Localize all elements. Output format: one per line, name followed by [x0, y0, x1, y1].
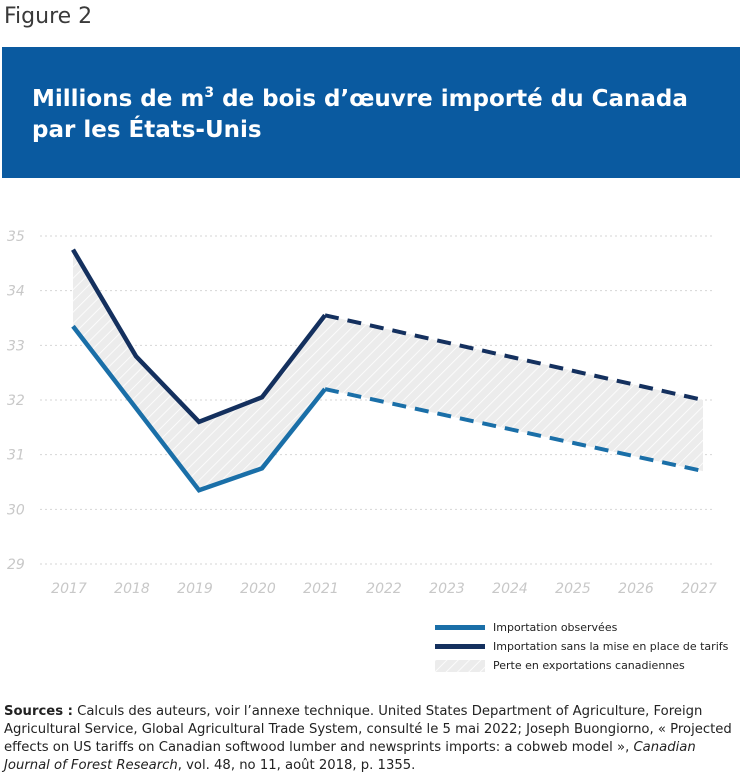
x-tick-label: 2025: [555, 581, 591, 597]
title-banner: Millions de m3 de bois d’œuvre importé d…: [2, 47, 740, 178]
y-tick-label: 34: [7, 284, 25, 300]
x-tick-label: 2019: [177, 581, 213, 597]
series-lines: [71, 248, 704, 493]
x-tick-label: 2023: [429, 581, 465, 597]
title-superscript: 3: [204, 85, 215, 101]
series-line-observed-0: [71, 324, 327, 493]
chart-title: Millions de m3 de bois d’œuvre importé d…: [32, 84, 712, 146]
x-tick-label: 2017: [51, 581, 87, 597]
title-line-2: par les États-Unis: [32, 117, 262, 143]
x-tick-label: 2020: [240, 581, 276, 597]
legend-label-no-tariff: Importation sans la mise en place de tar…: [493, 640, 729, 653]
loss-area: [73, 249, 703, 491]
x-tick-label: 2018: [114, 581, 150, 597]
y-tick-label: 33: [7, 338, 25, 354]
legend-swatch-loss: [435, 659, 485, 672]
legend: Importation observées Importation sans l…: [435, 618, 735, 675]
legend-swatch-no-tariff: [435, 644, 485, 649]
legend-item-observed: Importation observées: [435, 618, 735, 637]
x-tick-label: 2022: [366, 581, 402, 597]
loss-area-group: [73, 249, 703, 491]
title-text: Millions de m: [32, 86, 205, 112]
y-tick-label: 31: [7, 448, 25, 464]
series-line-projected-1: [324, 313, 704, 402]
sources-text: Calculs des auteurs, voir l’annexe techn…: [4, 704, 732, 755]
sources-note: Sources : Calculs des auteurs, voir l’an…: [4, 703, 738, 775]
x-tick-label: 2024: [492, 581, 528, 597]
y-tick-label: 32: [7, 393, 25, 409]
x-tick-label: 2021: [303, 581, 339, 597]
x-axis-ticks: 2017 2018 2019 2020 2021 2022 2023 2024 2025 2026…: [51, 581, 717, 597]
sources-journal: Canadian Journal of Forest Research: [4, 740, 696, 773]
x-tick-label: 2026: [618, 581, 654, 597]
legend-item-no-tariff: Importation sans la mise en place de tar…: [435, 637, 735, 656]
y-tick-label: 35: [7, 229, 25, 245]
series-line-observed-1: [71, 248, 327, 425]
y-axis-ticks: 35 34 33 32 31 30 29: [7, 229, 25, 573]
sources-label: Sources :: [4, 704, 73, 719]
legend-label-observed: Importation observées: [493, 621, 618, 634]
legend-swatch-observed: [435, 625, 485, 630]
legend-label-loss: Perte en exportations canadiennes: [493, 659, 685, 672]
y-tick-label: 30: [7, 502, 25, 518]
title-text-cont: de bois d’œuvre importé du Canada: [214, 86, 688, 112]
y-tick-label: 29: [7, 557, 25, 573]
sources-tail: , vol. 48, no 11, août 2018, p. 1355.: [177, 758, 416, 773]
legend-item-loss: Perte en exportations canadiennes: [435, 656, 735, 675]
series-line-projected-0: [324, 387, 704, 474]
x-tick-label: 2027: [681, 581, 717, 597]
figure-label: Figure 2: [4, 4, 93, 29]
